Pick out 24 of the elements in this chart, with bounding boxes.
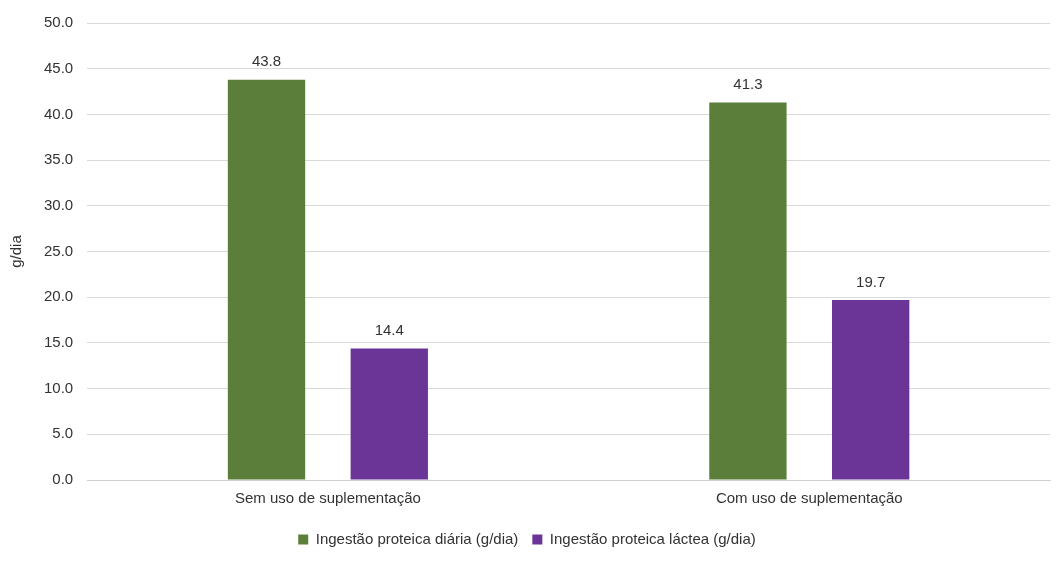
y-axis-title: g/dia <box>7 234 25 268</box>
y-tick-label: 50.0 <box>43 13 74 31</box>
data-label: 14.4 <box>374 321 404 339</box>
x-tick-label: Com uso de suplementação <box>715 489 903 507</box>
y-tick-label: 35.0 <box>43 150 74 168</box>
y-tick-label: 45.0 <box>43 58 74 76</box>
y-tick-label: 0.0 <box>52 470 74 488</box>
y-tick-label: 10.0 <box>43 378 74 396</box>
bar <box>832 299 910 480</box>
data-label: 43.8 <box>251 52 282 70</box>
legend-label: Ingestão proteica diária (g/dia) <box>315 529 519 547</box>
y-tick-label: 25.0 <box>43 241 74 259</box>
y-tick-label: 30.0 <box>43 195 74 213</box>
y-tick-label: 5.0 <box>52 424 74 442</box>
y-tick-label: 20.0 <box>43 287 74 305</box>
legend-label: Ingestão proteica láctea (g/dia) <box>549 529 756 547</box>
y-tick-label: 40.0 <box>43 104 74 122</box>
bar <box>709 102 787 480</box>
bar <box>227 79 306 480</box>
y-tick-label: 15.0 <box>43 333 74 351</box>
data-label: 19.7 <box>856 272 886 290</box>
x-tick-label: Sem uso de suplementação <box>234 489 421 507</box>
bar <box>350 348 428 480</box>
data-label: 41.3 <box>733 75 763 93</box>
